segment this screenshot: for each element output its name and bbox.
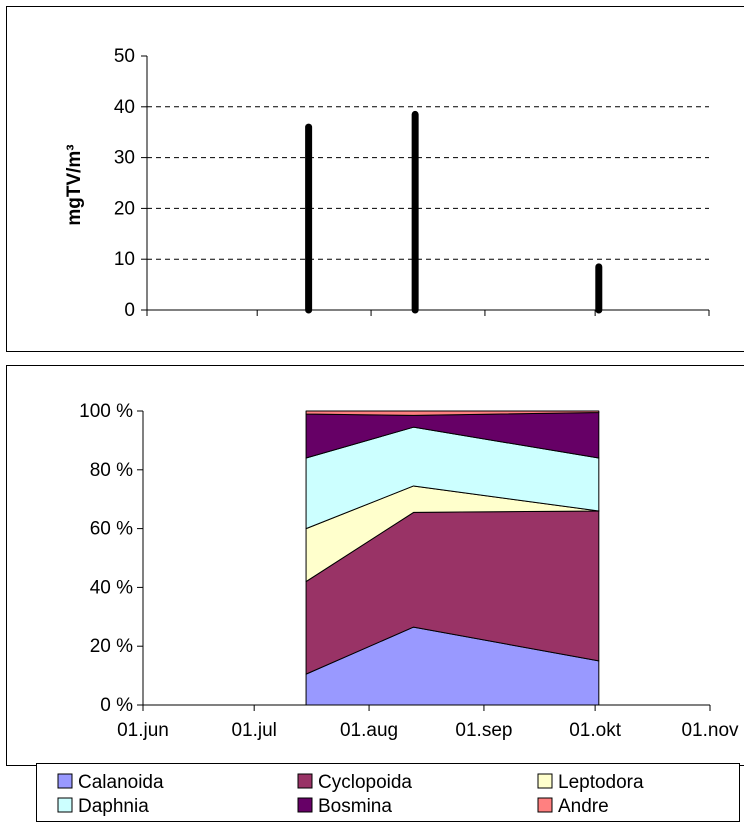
mass-chart-panel: 0 10 20 30 40 50 mgTV/m³ bbox=[6, 6, 744, 352]
mass-chart-bars bbox=[305, 110, 603, 314]
legend-label: Bosmina bbox=[318, 796, 392, 817]
legend-label: Cyclopoida bbox=[318, 772, 412, 793]
x-tick-label: 01.jul bbox=[231, 720, 276, 741]
y-tick-label: 40 bbox=[114, 97, 135, 118]
composition-legend: Calanoida Cyclopoida Leptodora Daphnia Bosmi… bbox=[36, 763, 740, 822]
y-tick-label: 10 bbox=[114, 249, 135, 270]
mass-chart-frame bbox=[6, 6, 744, 352]
y-tick-label: 20 bbox=[114, 198, 135, 219]
legend-swatch bbox=[537, 797, 553, 813]
composition-chart-panel: 0 %20 %40 %60 %80 %100 % 01.jun 01.jul 01.… bbox=[6, 365, 744, 766]
y-tick-label: 80 % bbox=[90, 460, 133, 481]
legend-item-daphnia: Daphnia bbox=[57, 796, 149, 817]
legend-item-leptodora: Leptodora bbox=[537, 772, 644, 793]
legend-swatch bbox=[537, 773, 553, 789]
legend-item-calanoida: Calanoida bbox=[57, 772, 164, 793]
y-tick-label: 50 bbox=[114, 46, 135, 67]
x-tick-label: 01.okt bbox=[569, 720, 621, 741]
mass-chart-y-axis-label: mgTV/m³ bbox=[64, 144, 85, 225]
y-tick-label: 60 % bbox=[90, 519, 133, 540]
y-tick-label: 0 bbox=[124, 300, 135, 321]
composition-chart-areas bbox=[305, 410, 600, 706]
y-tick-label: 100 % bbox=[79, 401, 133, 422]
legend-label: Leptodora bbox=[558, 772, 644, 793]
legend-label: Daphnia bbox=[78, 796, 149, 817]
x-tick-label: 01.nov bbox=[681, 720, 739, 741]
composition-chart-axes bbox=[137, 410, 711, 711]
y-tick-label: 40 % bbox=[90, 577, 133, 598]
legend-swatch bbox=[297, 773, 313, 789]
y-tick-label: 30 bbox=[114, 148, 135, 169]
legend-swatch bbox=[297, 797, 313, 813]
mass-chart-axes bbox=[141, 55, 710, 316]
composition-chart-y-tick-labels: 0 % 20 % 40 % 60 % 80 % 100 % bbox=[79, 401, 133, 716]
legend-item-bosmina: Bosmina bbox=[297, 796, 392, 817]
legend-item-andre: Andre bbox=[537, 796, 609, 817]
y-tick-label: 0 % bbox=[100, 695, 133, 716]
mass-chart-gridlines bbox=[147, 106, 709, 260]
x-tick-label: 01.sep bbox=[455, 720, 512, 741]
legend-swatch bbox=[57, 773, 73, 789]
x-tick-label: 01.aug bbox=[340, 720, 398, 741]
mass-chart-y-tick-labels: 0 10 20 30 40 50 bbox=[114, 46, 135, 321]
x-tick-label: 01.jun bbox=[117, 720, 169, 741]
legend-swatch bbox=[57, 797, 73, 813]
legend-label: Andre bbox=[558, 796, 609, 817]
area-andre bbox=[305, 410, 600, 416]
y-tick-label: 20 % bbox=[90, 636, 133, 657]
legend-item-cyclopoida: Cyclopoida bbox=[297, 772, 412, 793]
composition-chart-x-tick-labels: 01.jun 01.jul 01.aug 01.sep 01.okt 01.nov bbox=[117, 720, 739, 741]
legend-frame bbox=[36, 763, 740, 822]
legend-label: Calanoida bbox=[78, 772, 164, 793]
